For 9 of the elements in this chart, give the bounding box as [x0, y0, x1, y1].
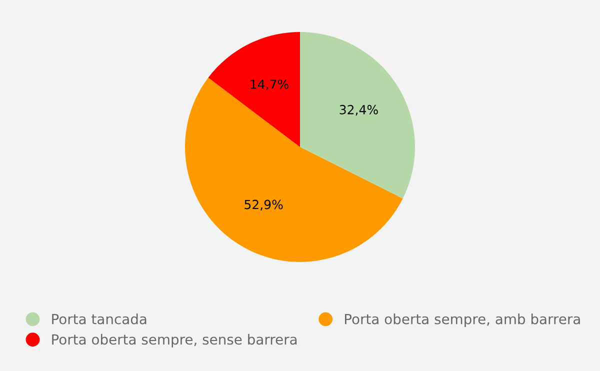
pie-slice [300, 32, 415, 199]
legend-label: Porta oberta sempre, sense barrera [52, 334, 297, 348]
legend-label: Porta oberta sempre, amb barrera [345, 314, 580, 327]
data-label: 52,9% [244, 200, 283, 211]
legend-label: Porta tancada [52, 314, 146, 324]
data-label: 32,4% [340, 104, 378, 116]
pie-slice [208, 32, 300, 147]
pie-slice [185, 78, 403, 262]
data-label: 14,7% [250, 79, 288, 90]
